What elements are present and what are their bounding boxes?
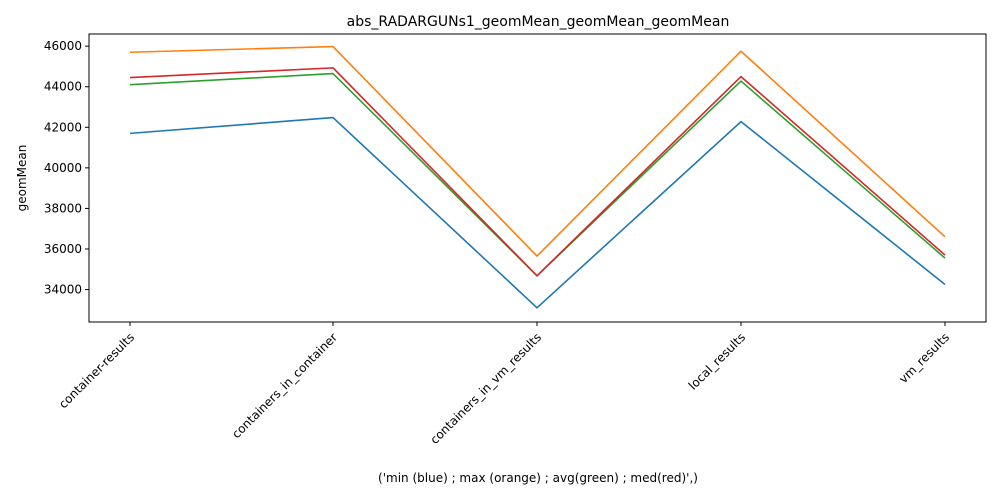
y-tick-label: 44000 (44, 80, 82, 94)
x-tick-label: vm_results (896, 330, 952, 386)
y-tick-label: 46000 (44, 39, 82, 53)
y-axis: 34000 36000 38000 40000 42000 44000 46000 (44, 39, 89, 297)
x-tick-label: local_results (686, 330, 748, 392)
x-tick-label: container-results (56, 330, 137, 411)
x-tick-label: containers_in_container (229, 330, 340, 441)
plot-frame (88, 33, 987, 323)
series-line-2 (129, 72, 946, 277)
series-line-1 (129, 45, 946, 257)
series-layer (129, 45, 946, 309)
y-axis-label: geomMean (15, 145, 29, 212)
y-tick-label: 38000 (44, 201, 82, 215)
y-tick-label: 40000 (44, 161, 82, 175)
x-axis: container-results containers_in_container… (56, 322, 952, 447)
y-tick-label: 36000 (44, 242, 82, 256)
x-tick-label: containers_in_vm_results (427, 330, 544, 447)
y-tick-label: 34000 (44, 283, 82, 297)
x-axis-label: ('min (blue) ; max (orange) ; avg(green)… (378, 471, 698, 485)
y-tick-label: 42000 (44, 120, 82, 134)
chart-title: abs_RADARGUNs1_geomMean_geomMean_geomMea… (347, 14, 730, 30)
series-line-0 (129, 116, 946, 309)
series-line-3 (129, 67, 946, 277)
